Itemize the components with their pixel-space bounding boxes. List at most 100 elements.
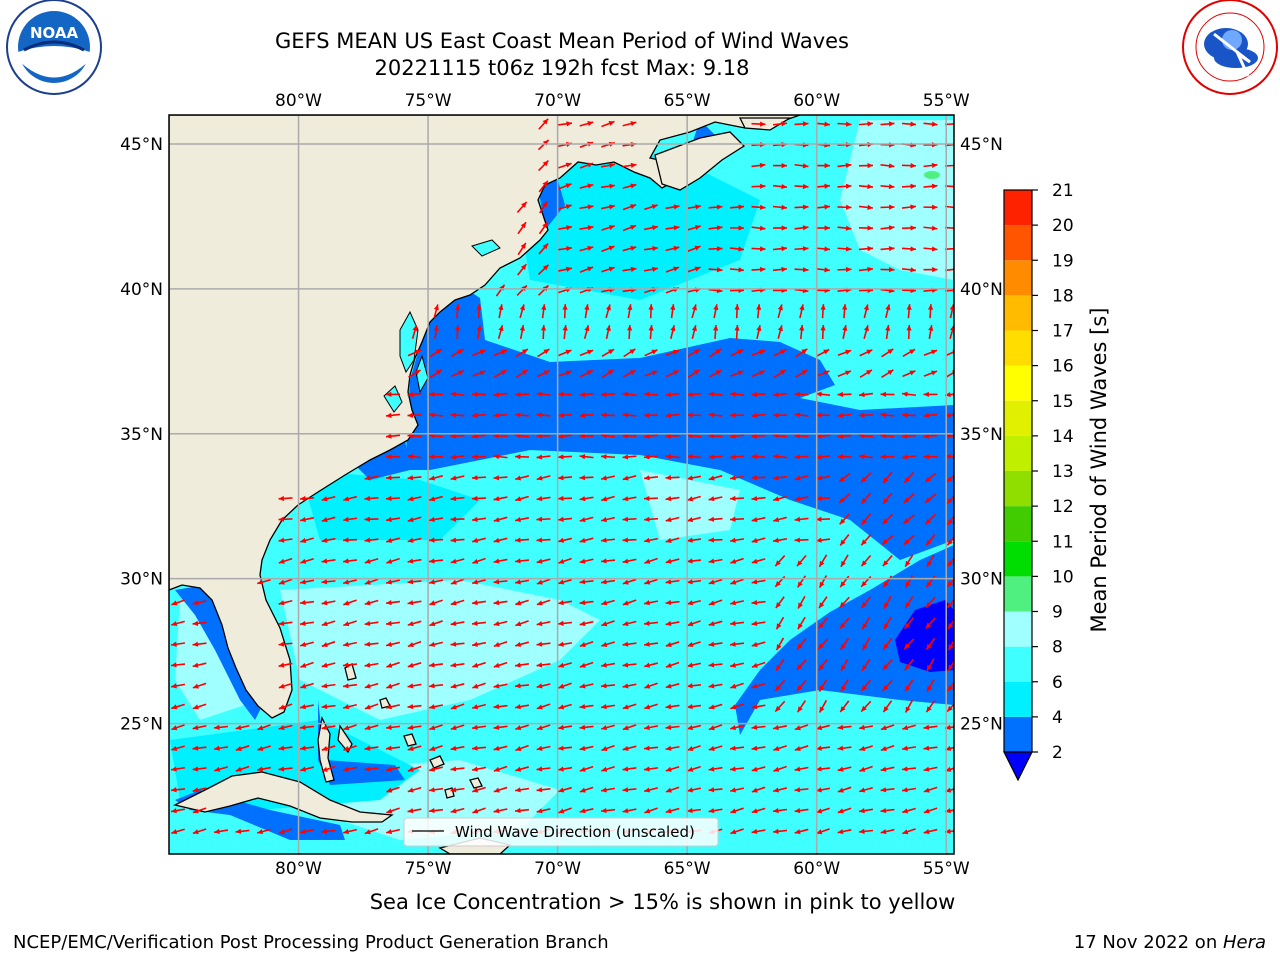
- colorbar-tick-label: 12: [1052, 497, 1074, 517]
- wave-direction-arrow: [751, 579, 766, 585]
- wave-direction-arrow: [600, 807, 616, 814]
- wave-direction-arrow: [514, 662, 530, 668]
- wave-direction-arrow: [558, 786, 572, 793]
- wave-direction-arrow: [450, 599, 465, 606]
- wave-direction-arrow: [729, 391, 745, 397]
- wave-direction-arrow: [946, 494, 954, 505]
- wave-direction-arrow: [385, 745, 401, 751]
- wave-direction-arrow: [514, 787, 530, 793]
- wave-direction-arrow: [192, 600, 207, 606]
- wave-direction-arrow: [708, 204, 723, 210]
- wave-direction-arrow: [428, 516, 444, 523]
- wave-direction-arrow: [579, 391, 594, 398]
- wave-direction-arrow: [558, 703, 572, 710]
- wave-direction-arrow: [644, 349, 658, 357]
- wave-direction-arrow: [773, 348, 787, 357]
- wave-direction-arrow: [235, 724, 250, 731]
- wave-direction-arrow: [730, 370, 744, 377]
- wave-direction-arrow: [343, 495, 357, 502]
- wave-direction-arrow: [772, 266, 788, 273]
- colorbar-tick-label: 15: [1052, 392, 1074, 412]
- wave-direction-arrow: [364, 475, 379, 481]
- wave-direction-arrow: [772, 204, 788, 210]
- wave-direction-arrow: [927, 304, 934, 319]
- wave-direction-arrow: [903, 534, 915, 546]
- wave-direction-arrow: [751, 121, 766, 127]
- lon-tick-label-top: 80°W: [275, 91, 322, 111]
- wave-direction-arrow: [364, 599, 379, 606]
- wave-direction-arrow: [842, 304, 848, 319]
- wave-direction-arrow: [428, 391, 444, 398]
- wave-direction-arrow: [775, 616, 785, 630]
- wave-direction-arrow: [665, 683, 680, 689]
- wave-direction-arrow: [882, 637, 893, 651]
- nws-logo: [1182, 0, 1278, 95]
- wave-direction-arrow: [751, 807, 766, 814]
- wave-direction-arrow: [557, 537, 573, 543]
- wave-direction-arrow: [622, 245, 637, 252]
- wave-direction-arrow: [536, 516, 551, 522]
- wave-direction-arrow: [429, 744, 443, 752]
- wave-direction-arrow: [644, 787, 658, 793]
- wave-direction-arrow: [923, 246, 938, 252]
- wave-direction-arrow: [840, 679, 849, 693]
- wave-direction-arrow: [471, 454, 487, 460]
- wave-direction-arrow: [923, 266, 938, 273]
- wave-direction-arrow: [772, 537, 788, 543]
- wave-direction-arrow: [881, 513, 894, 525]
- wave-direction-arrow: [450, 537, 465, 543]
- wave-direction-arrow: [471, 412, 487, 418]
- wave-direction-arrow: [923, 225, 938, 231]
- wave-direction-arrow: [514, 683, 530, 689]
- wave-direction-arrow: [772, 162, 788, 169]
- wave-direction-arrow: [557, 121, 573, 127]
- wave-direction-arrow: [751, 516, 766, 523]
- wave-direction-arrow: [170, 662, 186, 668]
- wave-direction-arrow: [558, 662, 572, 668]
- footer-date: 17 Nov 2022 on Hera: [1074, 932, 1266, 953]
- wave-direction-arrow: [925, 575, 936, 588]
- wave-direction-arrow: [471, 600, 487, 606]
- wave-direction-arrow: [257, 828, 271, 835]
- wave-direction-arrow: [643, 724, 659, 731]
- wave-direction-arrow: [818, 575, 828, 589]
- wave-direction-arrow: [904, 575, 914, 589]
- wave-direction-arrow: [536, 766, 551, 772]
- wave-direction-arrow: [796, 700, 807, 713]
- wave-direction-arrow: [858, 162, 874, 169]
- wave-direction-arrow: [837, 121, 852, 127]
- wave-direction-arrow: [385, 724, 401, 730]
- wave-direction-arrow: [515, 348, 529, 358]
- wave-direction-arrow: [536, 662, 551, 668]
- colorbar-tick-label: 8: [1052, 638, 1063, 658]
- wave-direction-arrow: [686, 204, 702, 210]
- wave-direction-arrow: [622, 224, 637, 232]
- wave-direction-arrow: [648, 304, 654, 319]
- wave-direction-arrow: [579, 412, 594, 418]
- wave-direction-arrow: [923, 786, 938, 793]
- wave-direction-arrow: [471, 475, 487, 481]
- wave-direction-arrow: [687, 225, 701, 231]
- wave-direction-arrow: [600, 537, 616, 543]
- wave-direction-arrow: [815, 745, 831, 751]
- wave-direction-arrow: [385, 433, 401, 439]
- wave-direction-arrow: [558, 204, 572, 210]
- wave-direction-arrow: [820, 324, 826, 340]
- wave-direction-arrow: [364, 828, 379, 835]
- wave-direction-arrow: [386, 537, 400, 543]
- wave-direction-arrow: [880, 807, 895, 814]
- wave-direction-arrow: [815, 267, 831, 273]
- wave-direction-arrow: [516, 201, 528, 213]
- map-legend: Wind Wave Direction (unscaled): [403, 817, 719, 847]
- wave-direction-arrow: [558, 183, 572, 190]
- wave-direction-arrow: [861, 513, 871, 526]
- wave-direction-arrow: [880, 828, 895, 835]
- wave-direction-arrow: [644, 578, 658, 585]
- wave-direction-arrow: [407, 537, 422, 543]
- wave-direction-arrow: [537, 139, 550, 151]
- wave-direction-arrow: [257, 724, 271, 731]
- wave-direction-arrow: [901, 433, 917, 439]
- lat-tick-label-left: 45°N: [120, 135, 163, 155]
- wave-direction-arrow: [471, 766, 487, 772]
- wave-direction-arrow: [429, 475, 443, 481]
